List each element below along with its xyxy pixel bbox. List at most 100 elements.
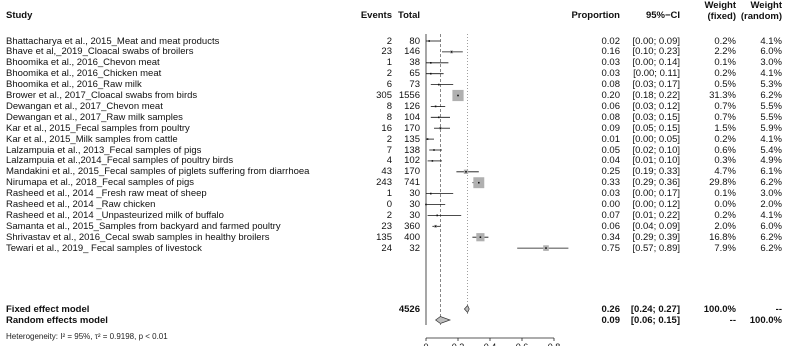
study-proportion: 0.06 bbox=[601, 220, 621, 232]
study-proportion: 0.05 bbox=[601, 144, 621, 156]
study-events: 2 bbox=[386, 133, 392, 145]
study-weight-fixed: 0.5% bbox=[714, 79, 736, 91]
x-tick-label: 0.2 bbox=[452, 342, 465, 346]
study-weight-fixed: 0.7% bbox=[714, 100, 736, 112]
study-weight-random: 4.1% bbox=[760, 68, 782, 80]
random-effects-weight-fixed: -- bbox=[729, 314, 736, 326]
study-point bbox=[465, 171, 467, 173]
study-total: 170 bbox=[404, 166, 420, 178]
study-total: 32 bbox=[409, 242, 420, 254]
study-proportion: 0.07 bbox=[601, 209, 621, 221]
study-weight-random: 4.1% bbox=[760, 35, 782, 47]
study-point bbox=[438, 116, 440, 119]
study-proportion: 0.03 bbox=[601, 57, 621, 69]
study-events: 2 bbox=[386, 35, 392, 47]
study-events: 23 bbox=[381, 46, 392, 58]
study-label: Rasheed et al., 2014 _Unpasteurized milk… bbox=[6, 209, 224, 221]
study-total: 400 bbox=[404, 231, 420, 243]
study-label: Kar et al., 2015_Fecal samples from poul… bbox=[6, 122, 190, 134]
study-events: 8 bbox=[386, 111, 392, 123]
study-weight-fixed: 7.9% bbox=[714, 242, 736, 254]
header-proportion: Proportion bbox=[571, 10, 620, 21]
study-total: 30 bbox=[409, 209, 420, 221]
study-events: 7 bbox=[386, 144, 392, 156]
header-weight-fixed-2: (fixed) bbox=[707, 11, 737, 22]
study-ci: [0.03; 0.15] bbox=[632, 111, 680, 123]
study-point bbox=[425, 203, 427, 206]
study-weight-random: 5.9% bbox=[760, 122, 782, 134]
study-weight-fixed: 4.7% bbox=[714, 166, 736, 178]
study-total: 30 bbox=[409, 188, 420, 200]
header-study: Study bbox=[6, 10, 33, 21]
study-weight-random: 5.5% bbox=[760, 111, 782, 123]
study-proportion: 0.02 bbox=[601, 35, 621, 47]
study-total: 65 bbox=[409, 68, 420, 80]
study-weight-random: 4.9% bbox=[760, 155, 782, 167]
x-tick-label: 0 bbox=[423, 342, 428, 346]
study-proportion: 0.20 bbox=[601, 90, 621, 101]
header-ci: 95%−CI bbox=[645, 10, 680, 21]
study-events: 23 bbox=[381, 220, 392, 232]
random-effects-proportion: 0.09 bbox=[601, 314, 621, 326]
heterogeneity-text: Heterogeneity: I² = 95%, τ² = 0.9198, p … bbox=[6, 332, 168, 341]
study-weight-random: 5.5% bbox=[760, 100, 782, 112]
study-point bbox=[428, 40, 430, 42]
fixed-effect-diamond bbox=[463, 304, 470, 314]
study-point bbox=[478, 181, 480, 184]
study-label: Tewari et al., 2019_ Fecal samples of li… bbox=[6, 242, 202, 254]
study-point bbox=[426, 138, 429, 140]
study-point bbox=[434, 105, 437, 108]
study-weight-fixed: 29.8% bbox=[709, 177, 736, 189]
study-weight-fixed: 0.1% bbox=[714, 57, 736, 69]
random-effects-diamond bbox=[435, 316, 452, 324]
study-proportion: 0.01 bbox=[601, 133, 621, 145]
study-total: 170 bbox=[404, 122, 420, 134]
study-ci: [0.10; 0.23] bbox=[632, 46, 680, 58]
study-events: 4 bbox=[386, 155, 392, 167]
study-label: Bhoomika et al., 2016_Chicken meat bbox=[6, 68, 162, 80]
study-weight-random: 6.0% bbox=[760, 46, 782, 58]
study-label: Brower et al., 2017_Cloacal swabs from b… bbox=[6, 90, 198, 101]
study-weight-fixed: 0.3% bbox=[714, 155, 736, 167]
study-weight-fixed: 2.2% bbox=[714, 46, 736, 58]
study-proportion: 0.06 bbox=[601, 100, 621, 112]
header-weight-random-2: (random) bbox=[740, 11, 782, 22]
study-total: 104 bbox=[404, 111, 420, 123]
study-ci: [0.01; 0.10] bbox=[632, 155, 680, 167]
study-proportion: 0.34 bbox=[601, 231, 621, 243]
study-proportion: 0.03 bbox=[601, 188, 621, 200]
study-point bbox=[436, 214, 438, 217]
study-weight-random: 6.2% bbox=[760, 242, 782, 254]
study-proportion: 0.08 bbox=[601, 111, 621, 123]
study-weight-random: 5.4% bbox=[760, 144, 782, 156]
study-weight-fixed: 0.6% bbox=[714, 144, 736, 156]
study-events: 305 bbox=[376, 90, 392, 101]
x-tick-label: 0.4 bbox=[484, 342, 497, 346]
study-proportion: 0.75 bbox=[601, 242, 621, 254]
study-total: 741 bbox=[404, 177, 420, 189]
study-proportion: 0.04 bbox=[601, 155, 621, 167]
study-ci: [0.00; 0.09] bbox=[632, 35, 680, 47]
random-effects-ci: [0.06; 0.15] bbox=[630, 314, 680, 326]
study-weight-fixed: 0.1% bbox=[714, 188, 736, 200]
study-total: 360 bbox=[404, 220, 420, 232]
study-weight-random: 6.2% bbox=[760, 231, 782, 243]
x-tick-label: 0.6 bbox=[516, 342, 529, 346]
study-events: 43 bbox=[381, 166, 392, 178]
study-ci: [0.05; 0.15] bbox=[632, 122, 680, 134]
study-ci: [0.03; 0.12] bbox=[632, 100, 680, 112]
study-ci: [0.29; 0.39] bbox=[632, 231, 680, 243]
study-events: 135 bbox=[376, 231, 392, 243]
study-label: Lalzampuia et al., 2013_Fecal samples of… bbox=[6, 144, 202, 156]
study-events: 6 bbox=[386, 79, 392, 91]
study-weight-random: 6.0% bbox=[760, 220, 782, 232]
random-effects-label: Random effects model bbox=[6, 314, 108, 326]
study-weight-random: 6.1% bbox=[760, 166, 782, 178]
study-weight-fixed: 16.8% bbox=[709, 231, 736, 243]
study-proportion: 0.33 bbox=[601, 177, 621, 189]
study-label: Mandakini et al., 2015_Fecal samples of … bbox=[6, 166, 310, 178]
study-point bbox=[433, 149, 435, 151]
study-weight-fixed: 2.0% bbox=[714, 220, 736, 232]
study-ci: [0.57; 0.89] bbox=[632, 242, 680, 254]
